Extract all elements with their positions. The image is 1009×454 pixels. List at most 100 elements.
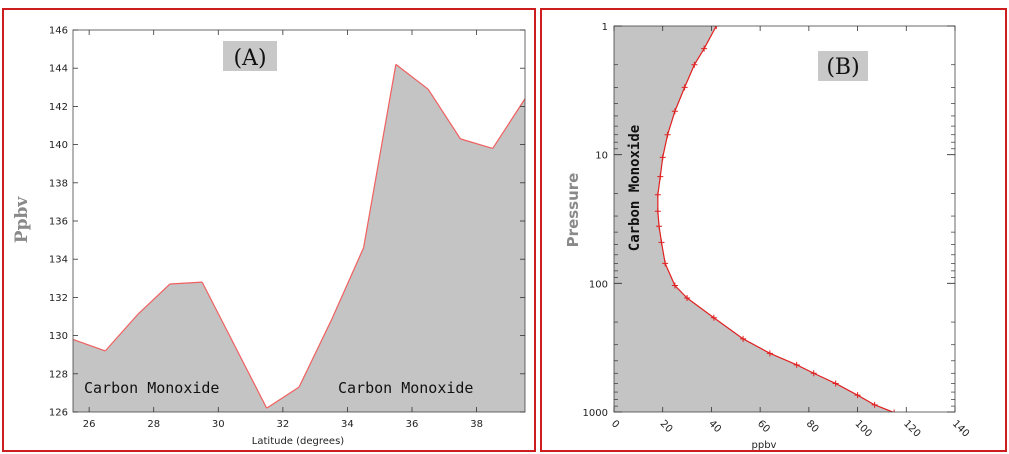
x-tick-label-b: 100 [852, 418, 873, 439]
series-segment-b [674, 87, 686, 112]
x-tick-label-b: 140 [950, 418, 971, 439]
panel-label-b-bg [818, 51, 868, 81]
x-tick-label-a: 26 [83, 419, 96, 430]
x-tick-label-a: 32 [276, 419, 289, 430]
data-point-b [664, 131, 671, 138]
y-tick-label-a: 134 [49, 255, 68, 266]
y-tick-label-a: 132 [49, 293, 68, 304]
data-point-b [684, 294, 691, 301]
y-tick-label-a: 130 [49, 331, 68, 342]
data-point-b [654, 191, 661, 198]
plot-area-b [614, 26, 941, 434]
data-point-b [656, 223, 663, 230]
plot-frame-b [613, 25, 956, 413]
annotation-a-right: Carbon Monoxide [338, 379, 473, 397]
profile-fill-b [614, 26, 893, 412]
panel-label-b: (B) [826, 55, 859, 80]
series-segment-b [703, 26, 717, 49]
data-point-b [671, 108, 678, 115]
y-tick-label-a: 142 [49, 102, 68, 113]
series-segment-b [742, 338, 771, 354]
data-point-b [658, 239, 665, 246]
series-segment-b [660, 242, 666, 264]
series-segment-a [233, 344, 268, 409]
data-point-b [793, 361, 800, 368]
series-segment-b [659, 157, 664, 177]
series-segment-b [662, 134, 669, 158]
y-tick-label-a: 138 [49, 178, 68, 189]
data-point-b [713, 26, 720, 29]
x-tick-label-b: 40 [706, 418, 723, 435]
data-point-b [871, 401, 878, 408]
y-tick-label-a: 128 [49, 369, 68, 380]
annotation-a-left: Carbon Monoxide [84, 379, 219, 397]
series-segment-a [169, 281, 203, 285]
x-tick-label-b: 20 [658, 418, 675, 435]
panel-label-a-bg [223, 41, 277, 71]
series-segment-a [72, 338, 106, 352]
series-segment-a [492, 98, 526, 149]
data-point-b [659, 154, 666, 161]
series-segment-a [266, 386, 300, 409]
series-segment-a [362, 64, 397, 248]
y-tick-label-a: 146 [49, 26, 68, 37]
data-point-b [935, 428, 941, 434]
y-tick-label-a: 126 [49, 408, 68, 419]
annotation-b: Carbon Monoxide [627, 125, 643, 251]
chart-panel-a: 126 128 130 132 134 136 138 140 142 144 146 26 28 30 3… [2, 8, 536, 452]
y-tick-label-a: 144 [49, 64, 68, 75]
data-point-b [893, 409, 895, 412]
x-tick-label-a: 30 [212, 419, 225, 430]
series-segment-a [427, 88, 461, 140]
y-tick-label-b: 1 [602, 22, 608, 33]
series-segment-a [201, 281, 235, 346]
series-segment-a [330, 247, 365, 321]
y-tick-label-b: 1000 [583, 408, 608, 419]
data-point-b [681, 84, 688, 91]
series-segment-a [395, 63, 429, 90]
series-segment-b [667, 111, 676, 135]
x-tick-label-b: 120 [901, 418, 922, 439]
panel-label-a: (A) [233, 46, 266, 71]
x-tick-label-b: 60 [755, 418, 772, 435]
x-tick-label-a: 28 [147, 419, 160, 430]
series-segment-b [674, 285, 688, 299]
series-segment-a [460, 138, 493, 149]
series-segment-b [921, 427, 938, 431]
y-axis-title-b: Pressure [564, 173, 582, 248]
y-tick-label-a: 140 [49, 140, 68, 151]
area-fill-a [73, 64, 525, 412]
series-segment-b [664, 263, 676, 286]
data-point-b [766, 350, 773, 357]
y-tick-label-b: 10 [595, 151, 608, 162]
series-segment-b [857, 394, 875, 406]
x-tick-label-b: 0 [609, 418, 621, 430]
x-tick-label-a: 34 [341, 419, 354, 430]
series-segment-b [657, 176, 661, 195]
data-point-b [671, 282, 678, 289]
series-segment-a [137, 283, 171, 316]
y-axis-title-a: Ppbv [12, 196, 32, 244]
y-tick-label-a: 136 [49, 217, 68, 228]
x-tick-label-a: 36 [406, 419, 419, 430]
series-segment-b [684, 64, 695, 88]
data-point-b [691, 61, 698, 68]
series-segment-b [769, 352, 797, 366]
series-segment-b [874, 404, 895, 412]
series-segment-b [796, 364, 814, 374]
x-tick-label-a: 38 [470, 419, 483, 430]
series-segment-b [813, 372, 836, 384]
data-point-b [810, 370, 817, 377]
x-axis-title-b: ppbv [752, 440, 777, 451]
series-segment-b [835, 382, 858, 396]
data-point-b [740, 335, 747, 342]
data-point-b [654, 208, 661, 215]
series-segment-b [686, 297, 715, 319]
chart-a-svg: 126 128 130 132 134 136 138 140 142 144 146 26 28 30 3… [12, 26, 526, 447]
data-point-b [832, 380, 839, 387]
x-tick-label-b: 80 [804, 418, 821, 435]
chart-panel-b: 1 10 100 1000 0 20 40 60 80 100 120 140 (B) Carbon … [540, 8, 1007, 452]
data-point-b [701, 45, 708, 52]
series-segment-a [298, 320, 332, 388]
